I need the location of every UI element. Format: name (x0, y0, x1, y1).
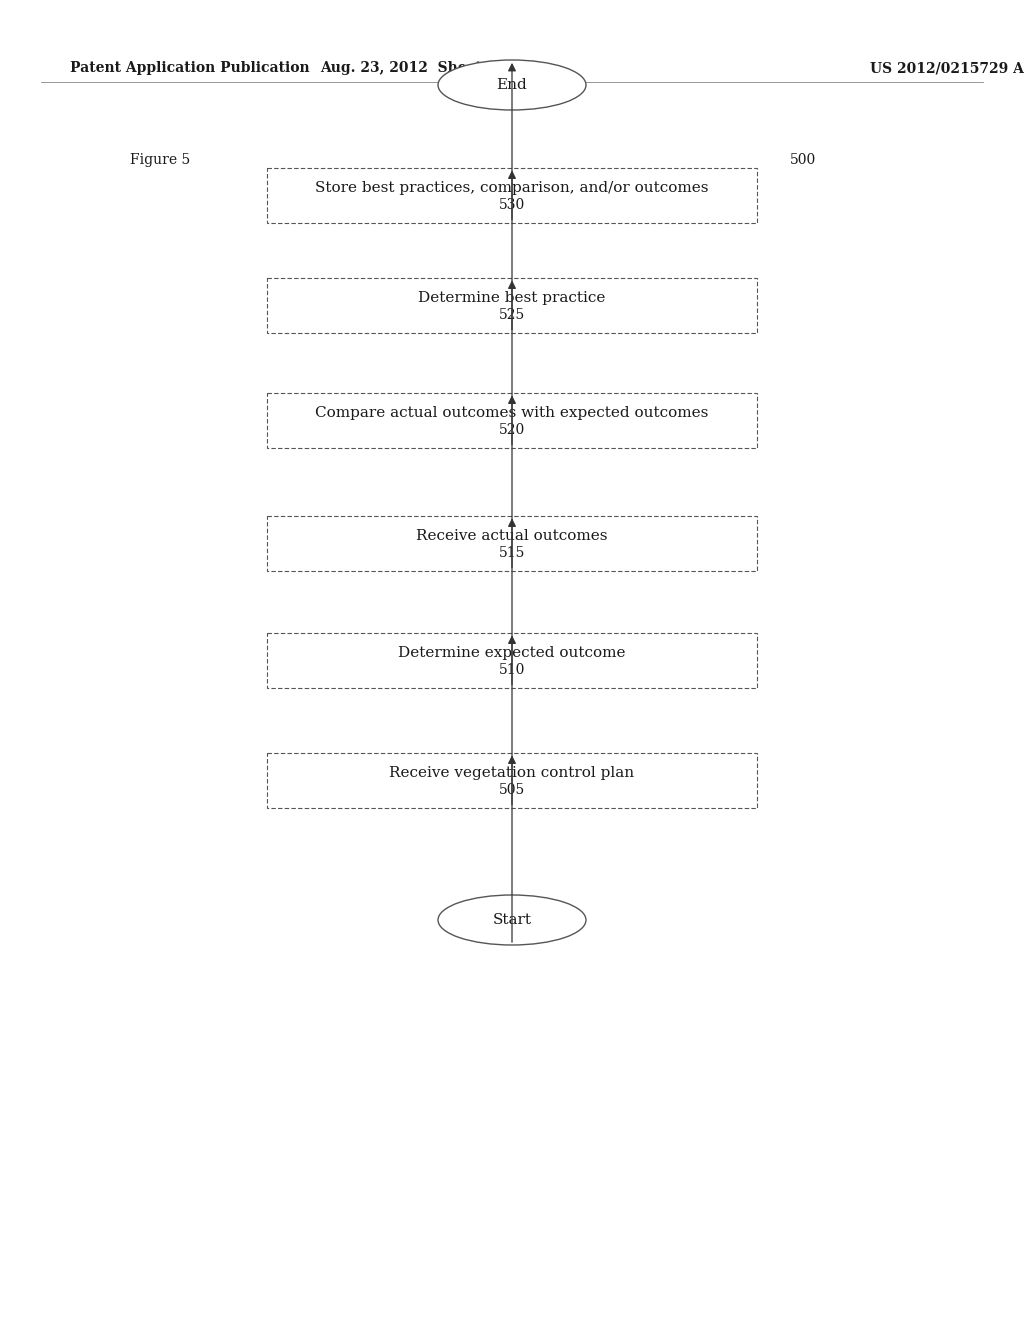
FancyBboxPatch shape (267, 632, 757, 688)
Ellipse shape (438, 895, 586, 945)
FancyBboxPatch shape (267, 752, 757, 808)
Text: 505: 505 (499, 783, 525, 797)
Text: Figure 5: Figure 5 (130, 153, 190, 168)
Text: 520: 520 (499, 422, 525, 437)
Text: 525: 525 (499, 308, 525, 322)
Text: Start: Start (493, 913, 531, 927)
Text: 530: 530 (499, 198, 525, 213)
Text: Aug. 23, 2012  Sheet 6 of 12: Aug. 23, 2012 Sheet 6 of 12 (319, 61, 541, 75)
Ellipse shape (438, 59, 586, 110)
Text: Store best practices, comparison, and/or outcomes: Store best practices, comparison, and/or… (315, 181, 709, 195)
Text: 515: 515 (499, 546, 525, 560)
FancyBboxPatch shape (267, 168, 757, 223)
FancyBboxPatch shape (267, 392, 757, 447)
Text: Receive actual outcomes: Receive actual outcomes (416, 529, 608, 543)
Text: End: End (497, 78, 527, 92)
FancyBboxPatch shape (267, 277, 757, 333)
Text: 500: 500 (790, 153, 816, 168)
Text: Determine best practice: Determine best practice (419, 290, 605, 305)
Text: 510: 510 (499, 663, 525, 677)
Text: Determine expected outcome: Determine expected outcome (398, 645, 626, 660)
Text: US 2012/0215729 A1: US 2012/0215729 A1 (870, 61, 1024, 75)
Text: Compare actual outcomes with expected outcomes: Compare actual outcomes with expected ou… (315, 407, 709, 420)
Text: Receive vegetation control plan: Receive vegetation control plan (389, 766, 635, 780)
FancyBboxPatch shape (267, 516, 757, 570)
Text: Patent Application Publication: Patent Application Publication (70, 61, 309, 75)
